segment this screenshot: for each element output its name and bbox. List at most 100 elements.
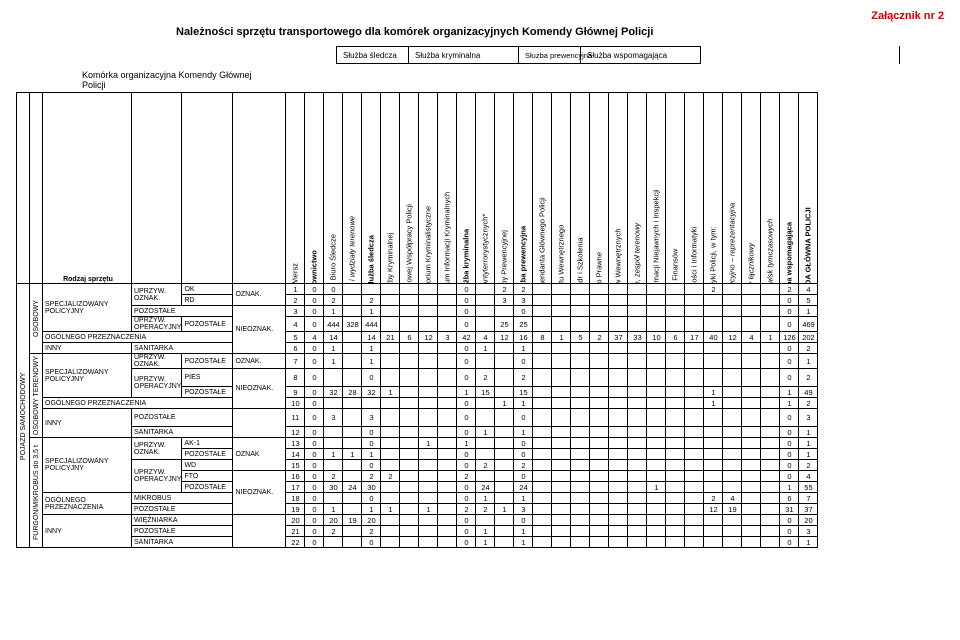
cell-value [400, 504, 419, 515]
cell-value [476, 306, 495, 317]
cell-value: 42 [457, 332, 476, 343]
cell-value [381, 449, 400, 460]
cell-value: 2 [324, 526, 343, 537]
cell-value [742, 284, 761, 295]
cell-value: 2 [476, 460, 495, 471]
cell-value [419, 460, 438, 471]
cell-value [552, 354, 571, 369]
cell-value: 17 [685, 332, 704, 343]
cell-value: 19 [723, 504, 742, 515]
cell-value [552, 493, 571, 504]
cell-value: 12 [419, 332, 438, 343]
cell-value: 0 [305, 504, 324, 515]
cell-value [476, 295, 495, 306]
cell-value [533, 284, 552, 295]
cell-value: 0 [305, 515, 324, 526]
cell-value [571, 493, 590, 504]
cell-value [609, 537, 628, 548]
cell-value: 0 [780, 306, 799, 317]
cell-value [609, 449, 628, 460]
lbl-uprzyw-oznak: UPRZYW. OZNAK. [132, 284, 182, 306]
cell-value [343, 493, 362, 504]
cell-value [685, 398, 704, 409]
cell-value [742, 398, 761, 409]
cell-value [495, 387, 514, 398]
cell-value [647, 369, 666, 387]
cell-value [761, 438, 780, 449]
cell-value [343, 537, 362, 548]
cell-value [609, 493, 628, 504]
cell-value [761, 515, 780, 526]
cell-value: 328 [343, 317, 362, 332]
cell-value: 0 [305, 284, 324, 295]
col-boa: Biuro Operacji Antyterrorystycznych* [476, 93, 495, 284]
cell-value: 2 [780, 284, 799, 295]
cell-value [571, 284, 590, 295]
cell-value: 0 [780, 409, 799, 427]
cell-value [685, 354, 704, 369]
cell-value [552, 295, 571, 306]
col-kadry: Biuro Kadr i Szkolenia [571, 93, 590, 284]
cell-value: 0 [457, 343, 476, 354]
cell-value [628, 369, 647, 387]
cell-value: 0 [305, 471, 324, 482]
cell-value: 8 [533, 332, 552, 343]
cell-value: 12 [704, 504, 723, 515]
cell-value [438, 343, 457, 354]
cell-value [419, 449, 438, 460]
cell-value [666, 354, 685, 369]
lbl-fto: FTO [182, 471, 233, 482]
cell-value [343, 398, 362, 409]
cell-value [666, 409, 685, 427]
lbl-uprzyw-oznak3: UPRZYW. OZNAK. [132, 438, 182, 460]
cell-value: 0 [457, 317, 476, 332]
cell-value [343, 504, 362, 515]
cell-value [533, 427, 552, 438]
cell-value: 0 [305, 409, 324, 427]
cell-value [609, 471, 628, 482]
cell-value [742, 387, 761, 398]
cell-value [343, 284, 362, 295]
main-table: Rodzaj sprzętu Wiersz Kierownictwo Centr… [16, 92, 818, 548]
cell-value: 32 [362, 387, 381, 398]
cell-value [761, 471, 780, 482]
cell-value: 14 [362, 332, 381, 343]
cell-value [628, 504, 647, 515]
cell-value [400, 438, 419, 449]
cell-value [685, 504, 704, 515]
cell-value [609, 317, 628, 332]
cell-value [609, 482, 628, 493]
cell-value [647, 460, 666, 471]
cell-value: 2 [799, 460, 818, 471]
cell-value: 0 [780, 295, 799, 306]
cell-value: 3 [438, 332, 457, 343]
cell-value: 0 [362, 460, 381, 471]
cell-value [438, 317, 457, 332]
cell-value: 0 [780, 427, 799, 438]
cell-value [552, 427, 571, 438]
col-finanse: Biuro Finansów [666, 93, 685, 284]
cell-value: 25 [514, 317, 533, 332]
cell-value [761, 317, 780, 332]
cell-value: 3 [362, 409, 381, 427]
cell-value [400, 387, 419, 398]
cell-value [476, 354, 495, 369]
cell-value: 2 [799, 398, 818, 409]
cell-value [685, 449, 704, 460]
cell-value [571, 537, 590, 548]
cell-value [552, 387, 571, 398]
col-zarzady: w tym: zarządy i wydziały terenowe [343, 93, 362, 284]
cell-value [476, 438, 495, 449]
cell-value [552, 515, 571, 526]
cell-value [476, 284, 495, 295]
cell-value: 12 [495, 332, 514, 343]
cell-value [666, 387, 685, 398]
cell-value [419, 306, 438, 317]
cell-value [723, 526, 742, 537]
cell-value [590, 343, 609, 354]
cell-value [571, 398, 590, 409]
cell-value: 0 [305, 317, 324, 332]
cell-value: 0 [305, 354, 324, 369]
cell-value: 15 [476, 387, 495, 398]
cell-value [628, 354, 647, 369]
